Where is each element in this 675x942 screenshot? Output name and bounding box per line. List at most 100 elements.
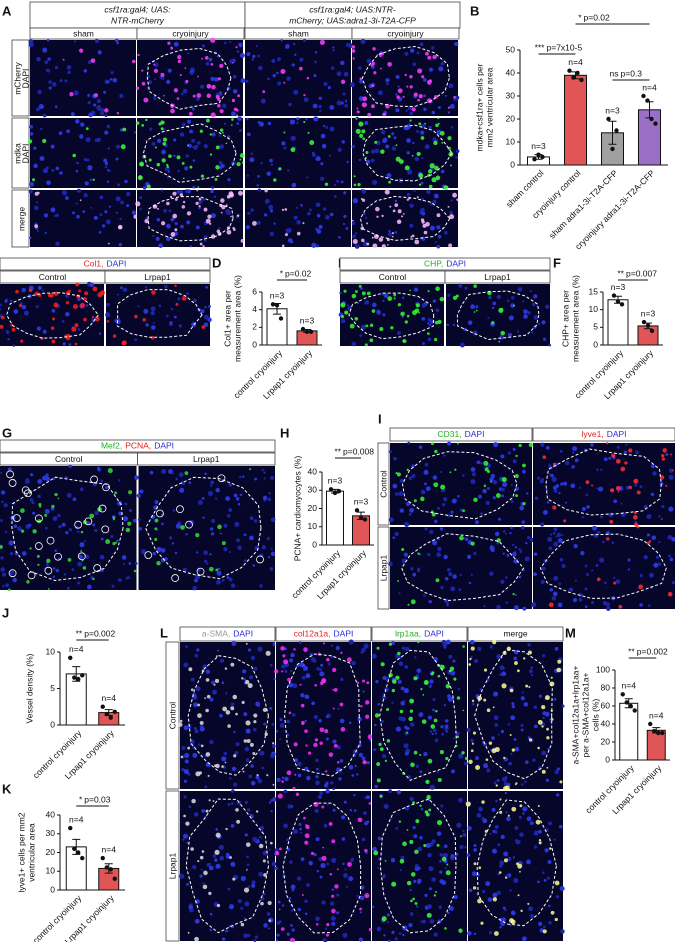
nucleus [586, 505, 590, 509]
nucleus [468, 581, 472, 585]
signal [456, 198, 459, 201]
nucleus [405, 109, 408, 112]
signal [289, 937, 296, 942]
nucleus [559, 449, 563, 453]
nucleus [513, 878, 519, 884]
nucleus [452, 737, 455, 740]
heading-part: CD31, [438, 429, 462, 439]
signal [473, 497, 478, 503]
signal [514, 783, 517, 786]
nucleus [180, 92, 184, 96]
micrograph [105, 284, 212, 346]
nucleus [517, 330, 520, 333]
nucleus [521, 936, 527, 942]
signal [92, 577, 95, 581]
nucleus [252, 564, 256, 567]
signal [197, 703, 201, 707]
nucleus [542, 337, 547, 341]
signal [427, 169, 433, 174]
nucleus [427, 715, 432, 720]
n-label: n=3 [611, 282, 626, 292]
signal [231, 98, 236, 103]
nucleus [281, 141, 286, 146]
signal [47, 588, 50, 590]
nucleus [33, 146, 37, 150]
nucleus [409, 111, 414, 116]
signal [205, 678, 210, 682]
nucleus [17, 526, 22, 532]
data-point [112, 709, 117, 715]
nucleus [269, 567, 274, 571]
nucleus [344, 104, 348, 108]
nucleus [417, 878, 422, 884]
signal [447, 136, 452, 141]
signal [412, 897, 415, 901]
signal [541, 769, 546, 774]
nucleus [155, 236, 160, 241]
nucleus [510, 500, 514, 504]
nucleus [124, 179, 128, 184]
nucleus [4, 299, 8, 303]
nucleus [409, 203, 414, 208]
nucleus [89, 282, 95, 288]
signal [387, 244, 389, 246]
nucleus [404, 522, 410, 528]
nucleus [315, 775, 319, 779]
nucleus [366, 58, 372, 64]
nucleus [658, 515, 661, 518]
signal [114, 491, 118, 495]
signal [475, 309, 478, 312]
nucleus [33, 163, 38, 169]
nucleus [228, 925, 232, 928]
nucleus [291, 928, 295, 932]
signal [38, 505, 42, 508]
signal [395, 144, 398, 147]
nucleus [546, 876, 550, 880]
nucleus [438, 66, 444, 72]
signal [235, 712, 238, 716]
nucleus [423, 94, 426, 98]
nucleus [362, 811, 367, 816]
signal [550, 676, 553, 679]
nucleus [412, 572, 417, 577]
nucleus [331, 655, 335, 659]
signal [216, 903, 221, 908]
signal [410, 599, 416, 605]
signal [214, 849, 220, 855]
signal [225, 142, 228, 145]
nucleus [462, 832, 467, 838]
signal [511, 806, 517, 812]
signal [638, 584, 644, 590]
signal [448, 243, 453, 248]
nucleus [48, 80, 52, 84]
signal [156, 560, 161, 566]
significance-stars: ** [617, 268, 624, 278]
tissue-outline [282, 802, 362, 934]
nucleus [55, 241, 60, 246]
nucleus [572, 597, 578, 603]
nucleus [392, 483, 398, 489]
nucleus [447, 111, 451, 114]
column-header: mCherry; UAS:adra1-3i-T2A-CFP [289, 15, 416, 25]
signal [7, 588, 11, 592]
nucleus [279, 738, 282, 741]
y-axis-label: mdka+csf1ra+ cells per [474, 63, 484, 151]
signal [206, 694, 211, 699]
signal [445, 870, 451, 876]
y-tick-label: 0 [510, 159, 515, 169]
nucleus [68, 464, 72, 468]
nucleus [490, 548, 495, 553]
signal [431, 512, 436, 517]
nucleus [154, 62, 159, 67]
nucleus [45, 473, 49, 477]
label-box [104, 270, 211, 284]
nucleus [202, 664, 208, 670]
nucleus [522, 606, 527, 611]
marked-cell [90, 475, 98, 484]
micrograph-bg [340, 284, 444, 346]
signal [170, 46, 174, 50]
signal [411, 107, 416, 112]
nucleus [499, 334, 505, 340]
nucleus [499, 925, 502, 929]
micrograph [274, 788, 372, 942]
